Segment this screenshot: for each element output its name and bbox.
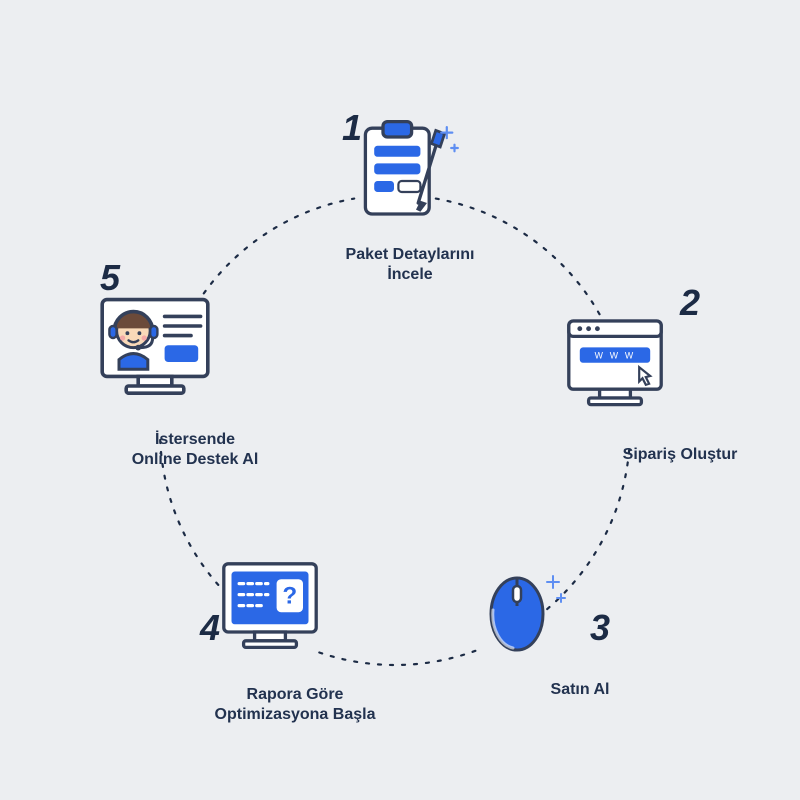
step-label: Sipariş Oluştur (580, 445, 780, 465)
step-label-line: Online Destek Al (132, 451, 259, 468)
step-label-line: Sipariş Oluştur (623, 446, 738, 463)
step-label: İstersende Online Destek Al (95, 430, 295, 470)
step-number: 3 (590, 610, 610, 646)
mouse-icon (475, 560, 575, 660)
browser-icon: W W W (560, 310, 670, 420)
faq-monitor-icon: ? (215, 555, 325, 665)
step-label: Paket Detaylarını İncele (310, 245, 510, 285)
step-label-line: Rapora Göre (247, 686, 344, 703)
step-label: Satın Al (500, 680, 660, 700)
step-label-line: Satın Al (551, 681, 610, 698)
svg-text:W W W: W W W (595, 350, 636, 360)
step-label: Rapora Göre Optimizasyona Başla (185, 685, 405, 725)
step-label-line: İncele (387, 266, 432, 283)
step-label-line: İstersende (155, 431, 235, 448)
support-monitor-icon (95, 290, 215, 410)
step-number: 1 (342, 110, 362, 146)
step-number: 2 (680, 285, 700, 321)
step-label-line: Paket Detaylarını (346, 246, 475, 263)
step-number: 4 (200, 610, 220, 646)
clipboard-icon (350, 115, 460, 225)
svg-text:?: ? (282, 582, 297, 609)
step-label-line: Optimizasyona Başla (215, 706, 376, 723)
step-number: 5 (100, 260, 120, 296)
